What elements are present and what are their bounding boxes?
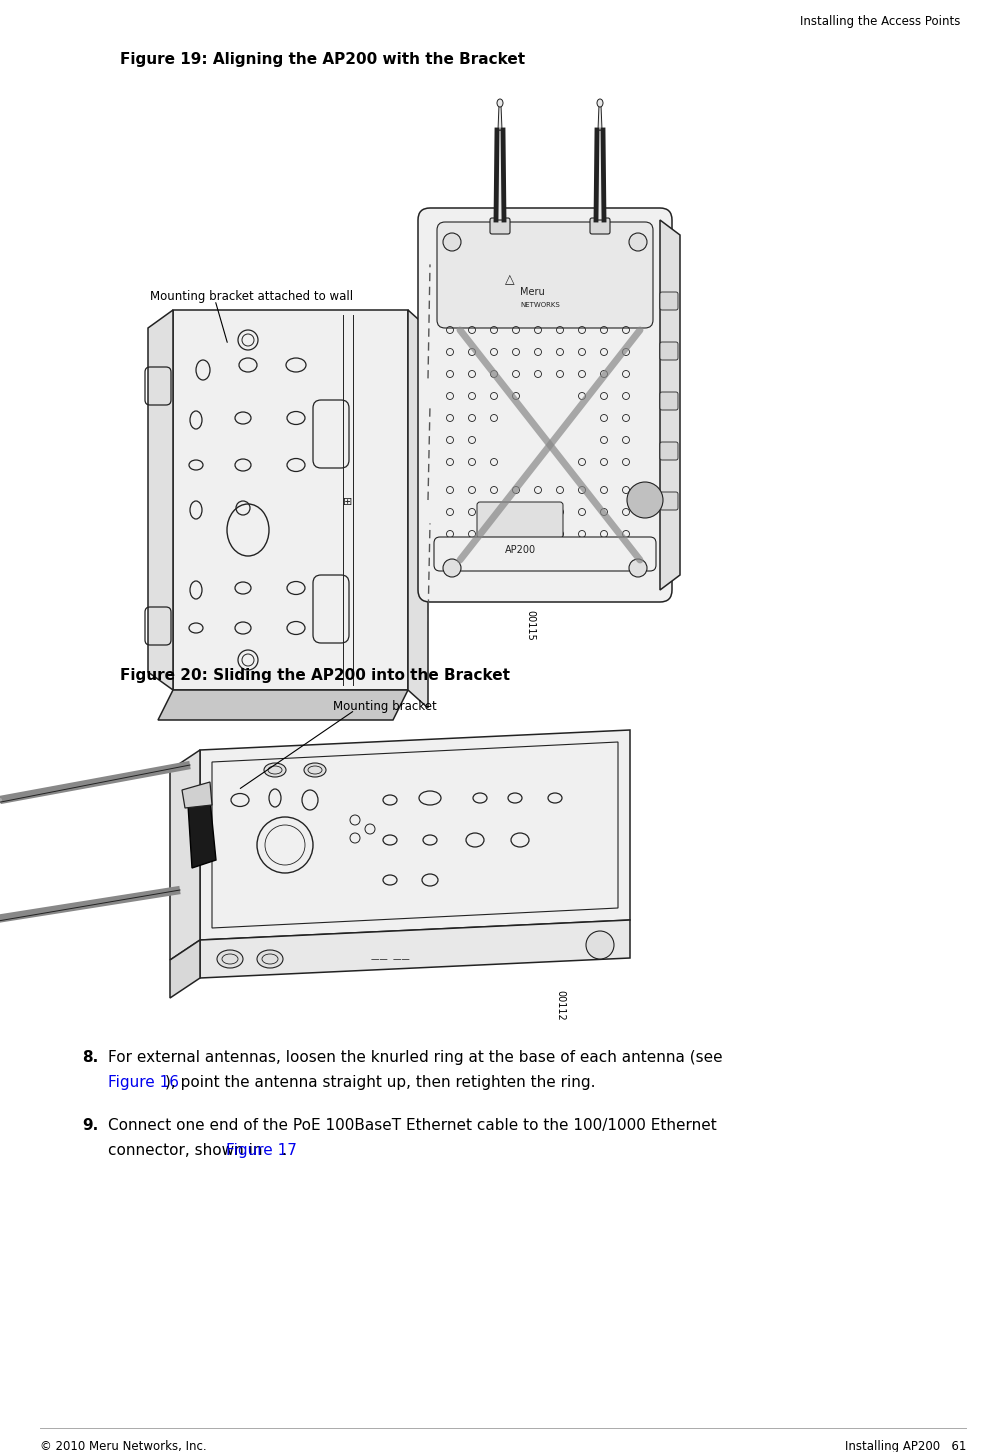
Ellipse shape [217,950,243,968]
Circle shape [627,482,663,518]
Text: △: △ [505,273,515,286]
Polygon shape [170,939,200,998]
Polygon shape [596,131,604,221]
Ellipse shape [304,762,326,777]
Ellipse shape [264,762,286,777]
Circle shape [238,330,258,350]
FancyBboxPatch shape [660,343,678,360]
Circle shape [629,559,647,576]
Text: AP200: AP200 [504,544,535,555]
Circle shape [238,650,258,669]
Polygon shape [498,105,502,131]
Circle shape [629,232,647,251]
FancyBboxPatch shape [434,537,656,571]
FancyBboxPatch shape [660,392,678,409]
Text: Figure 17: Figure 17 [226,1143,297,1159]
FancyBboxPatch shape [590,218,610,234]
Circle shape [443,559,461,576]
FancyBboxPatch shape [660,441,678,460]
Polygon shape [200,730,630,939]
Text: Installing AP200   61: Installing AP200 61 [845,1440,966,1452]
Polygon shape [188,800,216,868]
Ellipse shape [597,99,603,107]
Polygon shape [200,921,630,979]
Text: Meru: Meru [520,287,545,298]
Text: Mounting bracket attached to wall: Mounting bracket attached to wall [150,290,353,303]
FancyBboxPatch shape [437,222,653,328]
Text: 9.: 9. [82,1118,99,1133]
Polygon shape [182,783,212,807]
Text: connector, shown in: connector, shown in [108,1143,268,1159]
Polygon shape [173,309,408,690]
Polygon shape [408,309,428,709]
FancyBboxPatch shape [490,218,510,234]
Text: NETWORKS: NETWORKS [520,302,559,308]
Ellipse shape [257,950,283,968]
Text: Connect one end of the PoE 100BaseT Ethernet cable to the 100/1000 Ethernet: Connect one end of the PoE 100BaseT Ethe… [108,1118,716,1133]
Polygon shape [496,131,504,221]
Text: Mounting bracket: Mounting bracket [333,700,437,713]
Text: ——  ——: —— —— [370,954,409,964]
FancyBboxPatch shape [418,208,672,603]
Text: ⊞: ⊞ [343,497,353,507]
Ellipse shape [497,99,503,107]
FancyBboxPatch shape [660,492,678,510]
Text: 00115: 00115 [525,610,535,640]
Text: © 2010 Meru Networks, Inc.: © 2010 Meru Networks, Inc. [40,1440,206,1452]
Circle shape [443,232,461,251]
Text: ), point the antenna straight up, then retighten the ring.: ), point the antenna straight up, then r… [165,1074,596,1090]
Text: Figure 19: Aligning the AP200 with the Bracket: Figure 19: Aligning the AP200 with the B… [120,52,525,67]
Text: Figure 16: Figure 16 [108,1074,179,1090]
Text: Installing the Access Points: Installing the Access Points [800,15,960,28]
Text: 00112: 00112 [555,990,565,1021]
Circle shape [586,931,614,958]
Text: .: . [281,1143,286,1159]
FancyBboxPatch shape [477,502,563,539]
Polygon shape [660,221,680,590]
Text: 8.: 8. [82,1050,99,1064]
Polygon shape [170,751,200,960]
Polygon shape [598,105,602,131]
Polygon shape [158,690,408,720]
Text: For external antennas, loosen the knurled ring at the base of each antenna (see: For external antennas, loosen the knurle… [108,1050,722,1064]
Text: Figure 20: Sliding the AP200 into the Bracket: Figure 20: Sliding the AP200 into the Br… [120,668,510,682]
FancyBboxPatch shape [660,292,678,309]
Polygon shape [148,309,173,690]
